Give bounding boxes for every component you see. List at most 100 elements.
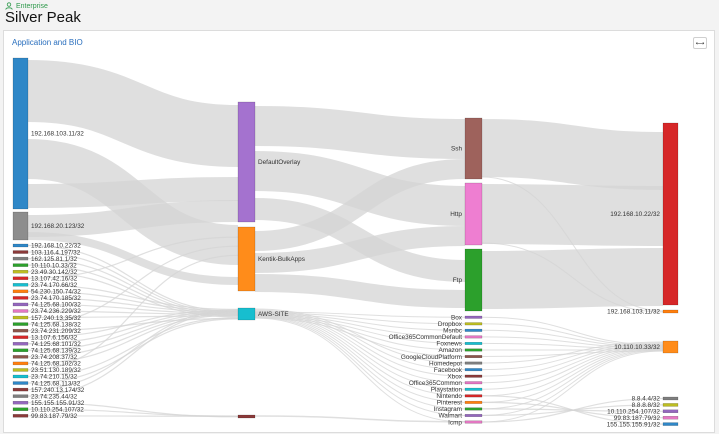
dest-label-8-8-8-8-32-4: 8.8.8.8/32 [632,402,661,409]
link-tunnel-3-app [254,415,466,423]
link-source-8 [27,284,239,310]
source-node-103-116-4-197-32-3 [12,250,29,254]
link-source-24 [27,309,239,391]
link-source-1-tunnel-1 [27,232,239,285]
app-label-office365commondefault-6: Office365CommonDefault [389,334,463,341]
source-label-192-168-20-123-32-1: 192.168.20.123/32 [31,223,85,230]
link-source-25 [27,310,239,397]
link-app-13-dest-2 [481,344,664,384]
link-app-17-dest-2 [481,348,664,410]
source-label-99-83-187-79-32-28: 99.83.187.79/32 [31,413,78,420]
link-app-2-dest-0 [481,248,664,309]
link-tunnel-2-app-11 [254,309,466,371]
link-source-17 [27,310,239,345]
link-app-11-dest-2 [481,342,664,371]
source-node-157-240-13-174-32-24 [12,387,29,392]
source-node-99-83-187-79-32-28 [12,414,29,418]
dest-label-155-155-155-91-32-7: 155.155.155.91/32 [607,421,661,428]
link-tunnel-1-app-1 [254,226,466,273]
source-node-74-125-68-113-32-23 [12,381,29,385]
source-node-162-125-81-1-32-4 [12,256,29,261]
app-node-pinterest-16 [464,400,483,404]
source-node-13-107-42-16-32-7 [12,276,29,280]
tunnel-node-blank-3 [237,414,256,419]
app-label-foxnews-7: Foxnews [436,341,462,348]
dest-label-192-168-103-11-32-1: 192.168.103.11/32 [607,309,660,316]
app-label-instagram-17: Instagram [434,406,462,413]
link-source-14 [27,245,239,325]
dest-node-8-8-4-4-32-3 [662,396,679,401]
source-node-23-74-170-66-32-8 [12,283,29,287]
link-tunnel-2-app-10 [254,308,466,364]
dest-node-192-168-10-22-32-0 [662,122,679,306]
link-source-9 [27,290,239,312]
app-node-ssh-0 [464,117,483,180]
dest-node-155-155-155-91-32-7 [662,422,679,426]
tunnel-node-defaultoverlay-0 [237,101,256,223]
source-node-192-168-103-11-32-0 [12,57,29,210]
link-source-0-tunnel-0 [27,60,239,167]
link-tunnel-2-app-13 [254,311,466,384]
app-node-msnbc-5 [464,328,483,332]
link-app-10-dest-2 [481,341,664,364]
user-icon [5,2,13,10]
app-label-box-3: Box [451,314,463,321]
source-label-74-125-68-100-32-11: 74.125.68.100/32 [31,302,81,309]
link-app-14-dest-2 [481,345,664,390]
tunnel-label-aws-site-2: AWS-SITE [258,311,289,318]
source-label-10-110-10-33-32-5: 10.110.10.33/32 [31,262,77,269]
source-node-23-74-235-44-32-25 [12,394,29,398]
expand-button[interactable]: ⟷ [693,37,707,49]
sankey-panel: Application and BIO ⟷ 192.168.103.11/32 1… [3,30,715,433]
source-label-192-168-10-22-32-2: 192.168.10.22/32 [31,243,81,250]
link-app-12-dest-2 [481,343,664,377]
link-tunnel-2-app-16 [254,314,466,403]
source-node-157-240-13-35-32-13 [12,315,29,320]
app-node-walmart-18 [464,414,483,417]
source-label-23-74-235-44-32-25: 23.74.235.44/32 [31,393,78,400]
app-label-homedepot-10: Homedepot [429,360,462,367]
link-app-dest-7 [481,395,664,425]
source-node-74-125-68-100-32-11 [12,302,29,307]
source-label-23-74-170-185-32-10: 23.74.170.185/32 [31,295,81,302]
app-node-homedepot-10 [464,361,483,365]
app-label-pinterest-16: Pinterest [437,400,462,407]
breadcrumb[interactable]: Enterprise [5,2,48,10]
source-label-74-125-68-101-32-17: 74.125.68.101/32 [31,341,81,348]
link-app-15-dest-2 [481,346,664,397]
app-node-xbox-12 [464,374,483,378]
source-label-192-168-103-11-32-0: 192.168.103.11/32 [31,131,84,138]
app-node-box-3 [464,315,483,319]
source-label-23-74-231-209-32-15: 23.74.231.209/32 [31,328,81,335]
link-app-16-dest-2 [481,347,664,403]
dest-node-99-83-187-79-32-6 [662,416,679,420]
app-label-http-1: Http [450,211,462,218]
link-app-0-dest-1 [481,176,664,312]
source-label-23-49-30-142-32-6: 23.49.30.142/32 [31,269,78,276]
link-tunnel-2-app-15 [254,313,466,397]
app-label-xbox-12: Xbox [447,373,462,380]
link-source-15 [27,317,239,332]
link-app-18-dest-2 [481,349,664,416]
app-node-ftp-2 [464,248,483,312]
source-label-74-125-68-139-32-18: 74.125.68.139/32 [31,348,81,355]
dest-node-8-8-8-8-32-4 [662,403,679,407]
source-node-23-49-30-142-32-6 [12,269,29,274]
source-node-155-155-155-91-32-26 [12,401,29,405]
source-node-23-74-210-15-32-22 [12,374,29,379]
source-node-74-125-68-101-32-17 [12,342,29,346]
app-node-playstation-14 [464,387,483,391]
source-label-155-155-155-91-32-26: 155.155.155.91/32 [31,400,85,407]
link-tunnel-2-app-12 [254,310,466,377]
link-source-21 [27,254,239,371]
app-node-facebook-11 [464,368,483,372]
link-source-22 [27,317,239,378]
source-label-103-116-4-197-32-3: 103.116.4.197/32 [31,249,81,256]
link-source-23 [27,318,239,384]
app-label-nintendo-15: Nintendo [436,393,462,400]
link-app-1-dest-1 [481,242,664,313]
source-label-23-74-208-37-32-19: 23.74.208.37/32 [31,354,78,361]
app-label-office365common-13: Office365Common [409,380,463,387]
dest-label-10-110-254-107-32-5: 10.110.254.107/32 [607,409,660,416]
app-node-foxnews-7 [464,342,483,345]
